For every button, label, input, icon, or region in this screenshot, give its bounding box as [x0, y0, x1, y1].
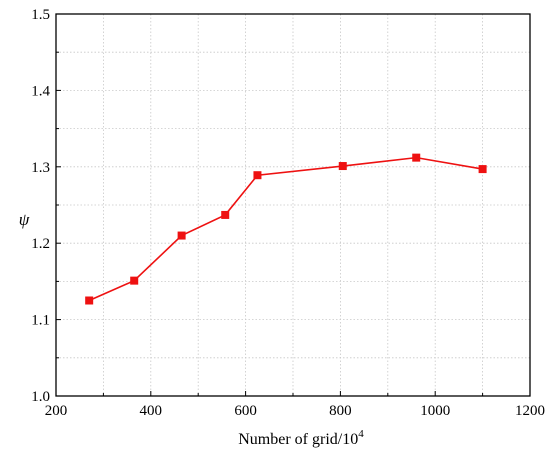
x-tick-label: 200	[45, 403, 68, 419]
grid-lines	[56, 14, 530, 396]
x-tick-label: 1200	[515, 403, 545, 419]
x-tick-label: 1000	[420, 403, 450, 419]
y-tick-label: 1.5	[31, 7, 50, 23]
x-tick-label: 400	[140, 403, 163, 419]
x-axis-title-superscript: 4	[358, 428, 364, 440]
data-point	[177, 231, 186, 240]
y-tick-label: 1.3	[31, 160, 50, 176]
x-tick-label: 600	[234, 403, 257, 419]
y-axis-title: ψ	[19, 210, 30, 229]
plot-frame	[55, 13, 531, 397]
series-line	[88, 156, 483, 302]
x-axis-title-text: Number of grid/10	[238, 431, 358, 448]
data-series	[85, 153, 487, 305]
data-point	[130, 276, 139, 285]
data-point	[338, 162, 347, 171]
data-point	[253, 171, 262, 180]
y-tick-label: 1.4	[31, 83, 50, 99]
y-tick-label: 1.1	[31, 313, 50, 329]
data-point	[85, 296, 94, 305]
data-point	[412, 153, 421, 162]
y-tick-label: 1.2	[31, 236, 50, 252]
x-tick-label: 800	[329, 403, 352, 419]
data-point	[478, 165, 487, 174]
y-tick-label: 1.0	[31, 389, 50, 405]
data-point	[221, 210, 230, 219]
tick-labels: 200 400 600 800 1000 1200 1.0 1.1 1.2 1.3 1.4 1.5	[31, 7, 545, 419]
x-axis-title: Number of grid/104	[238, 428, 364, 448]
